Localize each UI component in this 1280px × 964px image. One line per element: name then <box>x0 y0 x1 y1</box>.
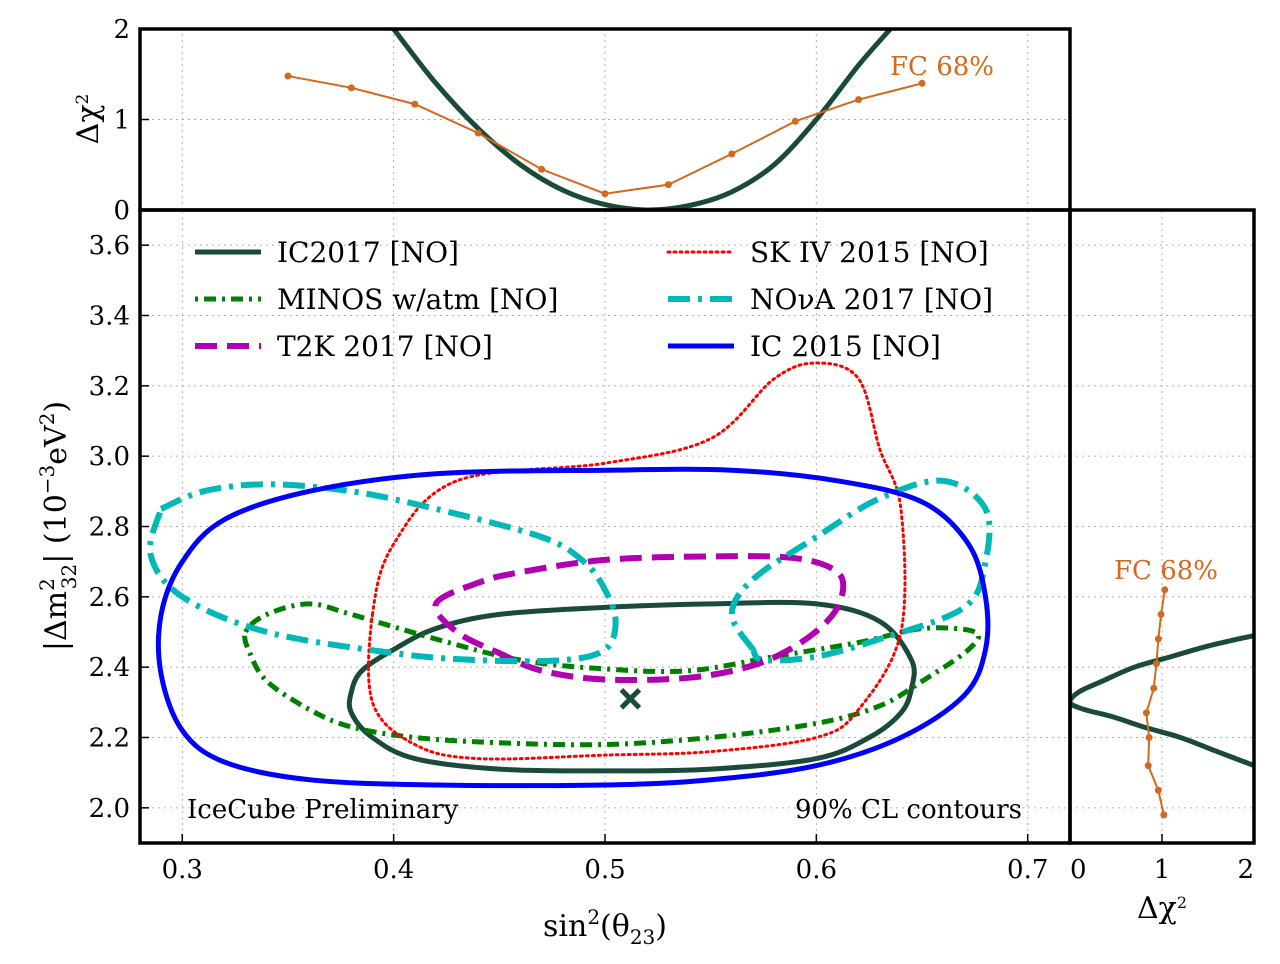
main-y-tick-label: 2.8 <box>89 513 130 543</box>
main-y-tick-label: 2.6 <box>89 583 130 613</box>
main-y-tick-label: 3.0 <box>89 442 130 472</box>
main-y-axis-label: |Δm232| (10−3eV2) <box>35 401 81 651</box>
legend: IC2017 [NO] MINOS w/atm [NO] T2K 2017 [NO]… <box>195 236 993 363</box>
top-profile-line <box>391 29 893 210</box>
right-fc-point <box>1150 684 1158 692</box>
right-profile-line <box>1070 633 1254 768</box>
right-fc-point <box>1144 762 1152 770</box>
right-fc-point <box>1142 709 1150 717</box>
main-x-axis-label: sin2(θ23) <box>543 905 667 949</box>
main-x-tick-label: 0.6 <box>796 855 837 885</box>
right-x-tick-label: 0 <box>1070 855 1087 885</box>
top-fc-point <box>284 72 292 80</box>
ticks-layer: 0.3 0.4 0.5 0.6 0.7 2.0 2.2 2.4 2.6 2.8 3.0 3.2 3.4 3… <box>89 15 1255 885</box>
top-fc-point <box>664 181 672 189</box>
main-x-tick-label: 0.4 <box>373 855 414 885</box>
right-fc-point <box>1154 786 1162 794</box>
legend-entry-1: MINOS w/atm [NO] <box>277 283 558 316</box>
right-fc-point <box>1152 660 1160 668</box>
top-fc-point <box>601 190 609 198</box>
top-fc-line <box>287 75 923 195</box>
series-line-1 <box>242 601 982 748</box>
legend-entry-2: T2K 2017 [NO] <box>277 330 493 363</box>
right-x-axis-label: Δχ2 <box>1137 891 1187 926</box>
top-fc-point <box>855 96 863 104</box>
right-x-tick-label: 1 <box>1154 855 1171 885</box>
right-fc-point <box>1160 811 1168 819</box>
best-fit-marker-b <box>619 688 642 710</box>
top-fc-point <box>347 84 355 92</box>
main-y-tick-label: 3.2 <box>89 372 130 402</box>
right-fc-point <box>1161 586 1169 594</box>
main-x-tick-label: 0.5 <box>584 855 625 885</box>
series-line-5 <box>155 466 991 789</box>
right-x-tick-label: 2 <box>1237 855 1254 885</box>
top-fc-point <box>538 165 546 173</box>
legend-entry-0: IC2017 [NO] <box>277 236 459 269</box>
top-fc-point <box>791 117 799 125</box>
series-line-2 <box>432 553 847 684</box>
series-line-4-b <box>728 477 993 664</box>
main-series-layer <box>146 361 993 789</box>
right-fc-point <box>1157 610 1165 618</box>
legend-entry-3: SK IV 2015 [NO] <box>750 236 989 269</box>
main-y-tick-label: 2.2 <box>89 724 130 754</box>
top-fc-point <box>728 150 736 158</box>
frames-layer <box>138 27 1256 845</box>
main-y-tick-label: 2.4 <box>89 653 130 683</box>
top-y-tick-label: 2 <box>113 15 130 45</box>
main-y-tick-label: 2.0 <box>89 794 130 824</box>
series-line-4 <box>146 481 619 665</box>
main-x-tick-label: 0.7 <box>1007 855 1048 885</box>
top-y-tick-label: 1 <box>113 106 130 136</box>
series-line-0 <box>346 599 917 774</box>
top-y-tick-label: 0 <box>113 196 130 226</box>
main-x-tick-label: 0.3 <box>162 855 203 885</box>
main-y-tick-label: 3.4 <box>89 302 130 332</box>
annotation-preliminary: IceCube Preliminary <box>187 795 459 825</box>
top-fc-point <box>411 100 419 108</box>
right-fc-label: FC 68% <box>1114 556 1218 586</box>
right-fc-point <box>1145 734 1153 741</box>
top-fc-point <box>918 79 926 87</box>
right-series-layer <box>1070 586 1254 819</box>
top-series-layer <box>284 29 926 210</box>
top-fc-label: FC 68% <box>890 52 994 82</box>
grid-layer <box>140 28 1255 843</box>
legend-entry-4: NOνA 2017 [NO] <box>750 283 993 316</box>
top-fc-point <box>474 129 482 137</box>
top-y-axis-label: Δχ2 <box>71 94 106 145</box>
legend-entry-5: IC 2015 [NO] <box>750 330 941 363</box>
annotation-cl: 90% CL contours <box>795 795 1022 825</box>
series-line-3 <box>366 361 907 761</box>
main-y-tick-label: 3.6 <box>89 231 130 261</box>
right-fc-line <box>1145 589 1166 816</box>
right-fc-point <box>1154 635 1162 643</box>
